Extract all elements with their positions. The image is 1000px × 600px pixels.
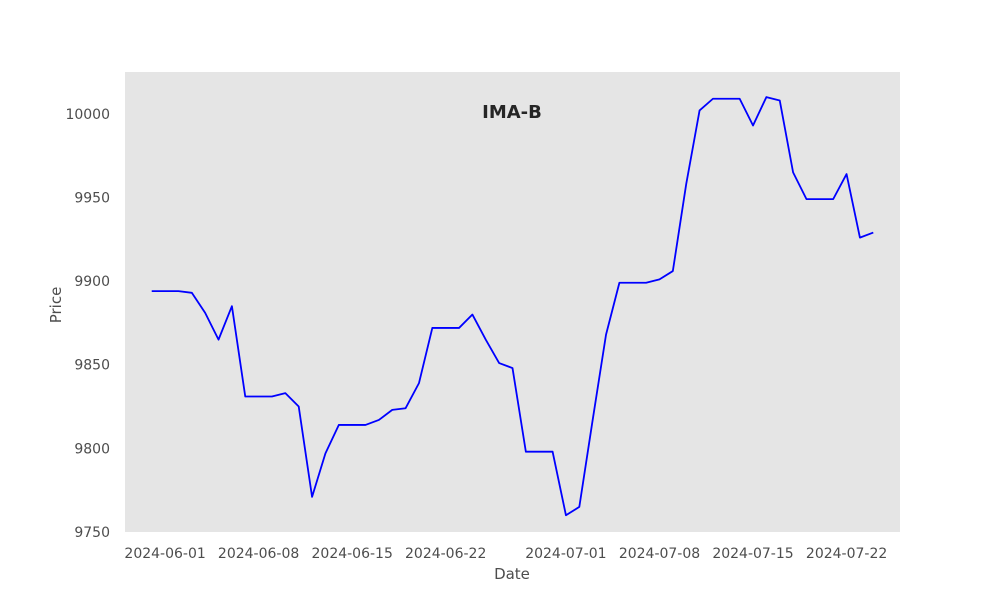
chart-title: IMA-B (482, 102, 542, 123)
x-axis-ticks: 2024-06-01 2024-06-08 2024-06-15 2024-06-22… (124, 546, 887, 562)
y-tick-label: 9800 (74, 441, 110, 457)
x-tick-label: 2024-06-01 (124, 546, 205, 562)
y-tick-label: 9950 (74, 191, 110, 207)
price-series-line (151, 96, 874, 517)
y-axis-label: Price (47, 287, 65, 324)
x-tick-label: 2024-07-22 (806, 546, 887, 562)
plot-area (125, 72, 900, 532)
x-tick-label: 2024-06-22 (405, 546, 486, 562)
y-axis-ticks: 9750 9800 9850 9900 9950 10000 (65, 107, 110, 541)
x-tick-label: 2024-06-15 (312, 546, 393, 562)
x-tick-label: 2024-06-08 (218, 546, 299, 562)
x-axis-label: Date (494, 565, 530, 583)
y-tick-label: 9900 (74, 274, 110, 290)
y-tick-label: 9850 (74, 358, 110, 374)
x-tick-label: 2024-07-01 (525, 546, 606, 562)
y-tick-label: 10000 (65, 107, 110, 123)
x-tick-label: 2024-07-15 (712, 546, 793, 562)
y-tick-label: 9750 (74, 525, 110, 541)
x-tick-label: 2024-07-08 (619, 546, 700, 562)
